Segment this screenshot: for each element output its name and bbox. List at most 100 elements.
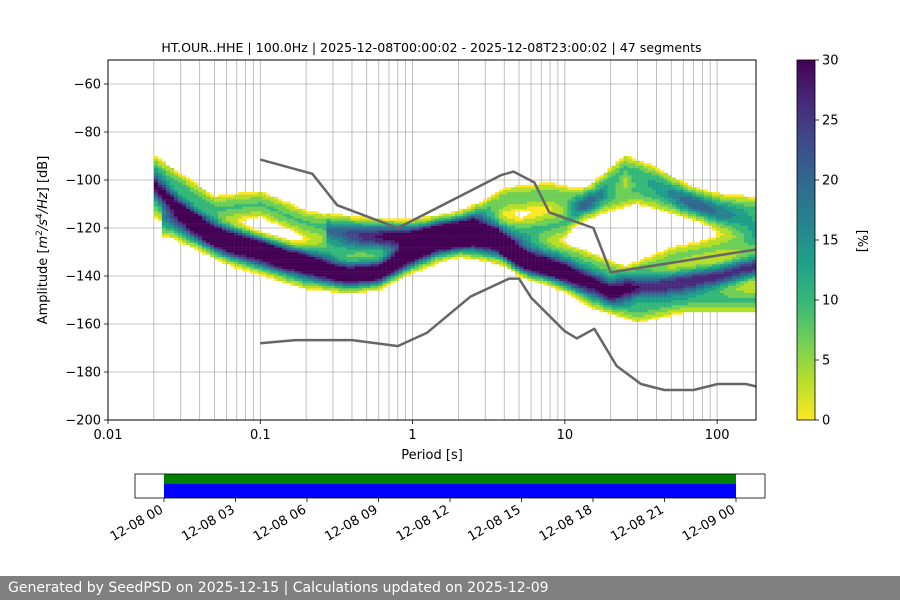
heatmap-cell: [454, 223, 460, 226]
heatmap-cell: [165, 225, 171, 229]
heatmap-cell: [627, 194, 632, 197]
heatmap-cell: [446, 216, 452, 219]
heatmap-cell: [338, 232, 343, 236]
heatmap-cell: [651, 276, 656, 279]
heatmap-cell: [173, 175, 179, 178]
heatmap-cell: [599, 194, 604, 197]
heatmap-cell: [242, 237, 247, 241]
heatmap-cell: [446, 242, 452, 245]
heatmap-cell: [699, 247, 705, 250]
heatmap-cell: [450, 247, 456, 250]
heatmap-cell: [226, 194, 231, 197]
heatmap-cell: [386, 273, 391, 277]
heatmap-cell: [226, 235, 231, 238]
heatmap-cell: [731, 304, 737, 308]
heatmap-cell: [735, 196, 741, 200]
heatmap-cell: [270, 204, 275, 207]
heatmap-cell: [567, 290, 572, 293]
heatmap-cell: [274, 273, 279, 277]
heatmap-cell: [651, 189, 656, 193]
heatmap-cell: [185, 216, 191, 219]
heatmap-cell: [599, 283, 604, 286]
heatmap-cell: [370, 237, 375, 241]
heatmap-cell: [274, 216, 279, 219]
heatmap-cell: [282, 278, 287, 281]
heatmap-cell: [671, 264, 676, 267]
heatmap-cell: [707, 292, 713, 296]
heatmap-cell: [294, 225, 299, 229]
chart-figure: HT.OUR..HHE | 100.0Hz | 2025-12-08T00:00…: [35, 40, 869, 545]
heatmap-cell: [157, 184, 163, 188]
heatmap-cell: [579, 189, 584, 193]
heatmap-cell: [426, 218, 432, 221]
heatmap-cell: [278, 268, 283, 272]
heatmap-cell: [483, 235, 488, 238]
heatmap-cell: [210, 254, 215, 257]
heatmap-cell: [177, 225, 183, 229]
heatmap-cell: [214, 242, 219, 245]
heatmap-cell: [523, 235, 528, 238]
heatmap-cell: [679, 292, 684, 296]
heatmap-cell: [615, 170, 620, 173]
heatmap-cell: [202, 208, 207, 212]
heatmap-cell: [631, 160, 636, 164]
heatmap-cell: [603, 278, 608, 281]
heatmap-cell: [495, 213, 500, 217]
heatmap-cell: [286, 204, 291, 207]
heatmap-cell: [535, 264, 540, 267]
heatmap-cell: [515, 230, 520, 233]
heatmap-cell: [290, 266, 295, 269]
heatmap-cell: [362, 237, 367, 241]
heatmap-cell: [274, 206, 279, 209]
heatmap-cell: [627, 187, 632, 190]
heatmap-cell: [326, 252, 331, 255]
heatmap-cell: [402, 249, 407, 253]
heatmap-cell: [218, 201, 223, 205]
heatmap-cell: [539, 247, 544, 250]
heatmap-cell: [635, 316, 640, 320]
heatmap-cell: [511, 220, 516, 224]
heatmap-cell: [571, 276, 576, 279]
heatmap-cell: [434, 259, 440, 262]
heatmap-cell: [322, 288, 327, 291]
heatmap-cell: [422, 235, 428, 238]
heatmap-cell: [278, 271, 283, 274]
heatmap-cell: [695, 204, 700, 207]
heatmap-cell: [639, 165, 644, 169]
heatmap-cell: [294, 261, 299, 265]
heatmap-cell: [607, 196, 612, 200]
heatmap-cell: [438, 240, 444, 243]
heatmap-cell: [715, 232, 721, 236]
heatmap-cell: [495, 247, 500, 250]
heatmap-cell: [707, 213, 713, 217]
heatmap-cell: [302, 213, 307, 217]
heatmap-cell: [563, 196, 568, 200]
heatmap-cell: [322, 249, 327, 253]
heatmap-cell: [707, 194, 713, 197]
heatmap-cell: [370, 247, 375, 250]
heatmap-cell: [611, 300, 616, 303]
heatmap-cell: [539, 230, 544, 233]
heatmap-cell: [703, 264, 709, 267]
heatmap-cell: [314, 235, 319, 238]
heatmap-cell: [214, 247, 219, 250]
heatmap-cell: [671, 290, 676, 293]
heatmap-cell: [563, 290, 568, 293]
heatmap-cell: [559, 199, 564, 202]
heatmap-cell: [671, 280, 676, 284]
heatmap-cell: [197, 230, 203, 233]
heatmap-cell: [438, 216, 444, 219]
heatmap-cell: [663, 254, 668, 257]
heatmap-cell: [535, 199, 540, 202]
heatmap-cell: [647, 283, 652, 286]
heatmap-cell: [571, 211, 576, 214]
heatmap-cell: [527, 192, 532, 195]
heatmap-cell: [603, 280, 608, 284]
heatmap-cell: [226, 218, 231, 221]
heatmap-cell: [655, 266, 660, 269]
heatmap-cell: [330, 240, 335, 243]
heatmap-cell: [731, 196, 737, 200]
heatmap-cell: [153, 213, 159, 217]
heatmap-cell: [330, 264, 335, 267]
heatmap-cell: [615, 300, 620, 303]
